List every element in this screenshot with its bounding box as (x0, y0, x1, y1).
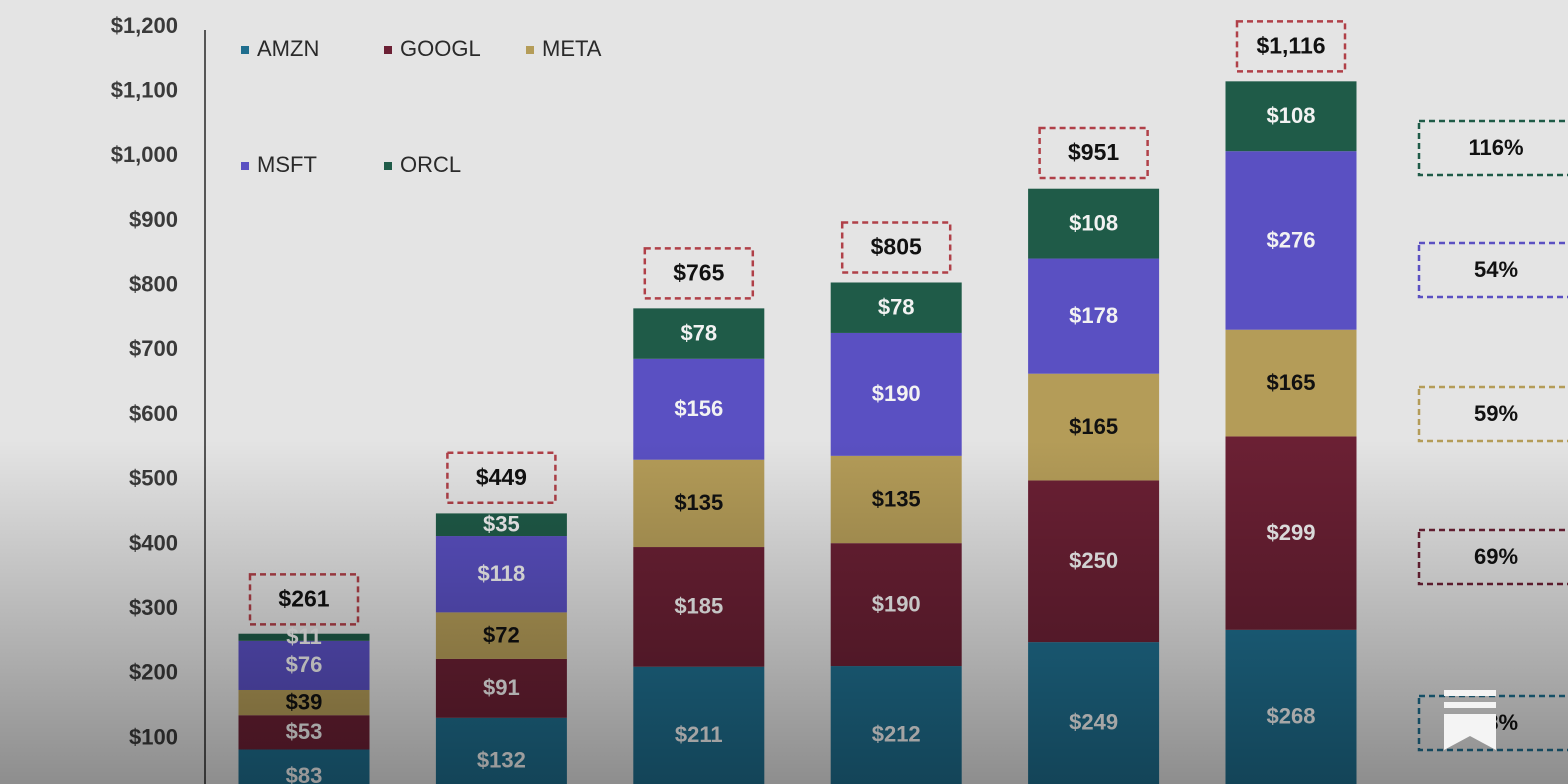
bar-segment (1225, 329, 1357, 437)
segment-label: $78 (878, 295, 915, 320)
legend-label: AMZN (257, 36, 319, 61)
bar-segment (1225, 151, 1357, 330)
y-tick-label: $800 (129, 272, 178, 297)
shade-overlay (0, 440, 1568, 784)
y-tick-label: $900 (129, 207, 178, 232)
segment-label: $78 (680, 320, 717, 345)
legend-swatch (384, 162, 392, 170)
legend-label: MSFT (257, 152, 317, 177)
legend-swatch (526, 46, 534, 54)
legend-label: GOOGL (400, 36, 481, 61)
total-label: $765 (673, 259, 724, 285)
segment-label: $165 (1267, 370, 1316, 395)
bar-segment (1225, 81, 1357, 152)
total-box (1038, 126, 1149, 180)
segment-label: $276 (1267, 227, 1316, 252)
segment-label: $108 (1069, 210, 1118, 235)
legend-swatch (241, 162, 249, 170)
legend-swatch (384, 46, 392, 54)
y-tick-label: $600 (129, 401, 178, 426)
segment-label: $165 (1069, 414, 1118, 439)
y-tick-label: $1,100 (111, 77, 178, 102)
total-box (643, 247, 755, 300)
total-label: $951 (1068, 139, 1119, 165)
bar-segment (830, 332, 962, 456)
segment-label: $190 (872, 381, 921, 406)
total-box (840, 221, 952, 274)
total-label: $1,116 (1256, 32, 1325, 58)
bar-segment (1028, 258, 1160, 374)
total-label: $805 (871, 234, 922, 260)
growth-label: 54% (1474, 257, 1518, 282)
bar-segment (1028, 188, 1160, 259)
logo (1444, 690, 1496, 750)
growth-label: 116% (1468, 135, 1523, 160)
segment-label: $178 (1069, 303, 1118, 328)
segment-label: $156 (674, 396, 723, 421)
growth-box (1417, 241, 1568, 299)
total-box (1235, 20, 1347, 73)
segment-label: $108 (1267, 103, 1316, 128)
y-tick-label: $1,200 (111, 13, 178, 38)
legend-swatch (241, 46, 249, 54)
bar-segment (633, 308, 765, 359)
legend-label: ORCL (400, 152, 461, 177)
y-tick-label: $1,000 (111, 142, 178, 167)
growth-label: 59% (1474, 401, 1518, 426)
legend-label: META (542, 36, 602, 61)
growth-box (1417, 119, 1568, 177)
bar-segment (830, 282, 962, 333)
y-tick-label: $700 (129, 336, 178, 361)
